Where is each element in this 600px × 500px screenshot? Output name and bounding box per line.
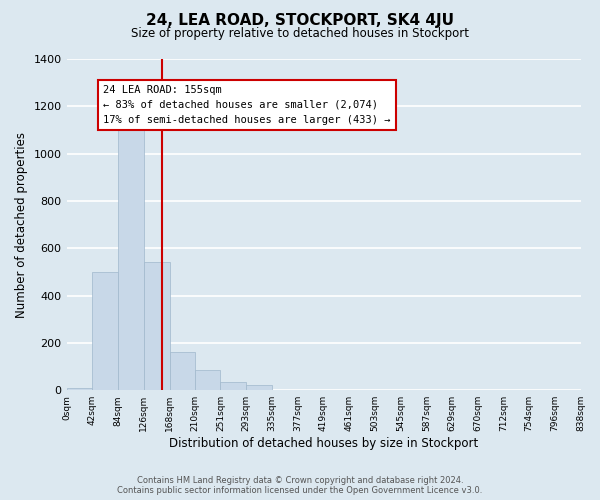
Bar [220, 382, 246, 390]
X-axis label: Distribution of detached houses by size in Stockport: Distribution of detached houses by size … [169, 437, 478, 450]
Text: Size of property relative to detached houses in Stockport: Size of property relative to detached ho… [131, 28, 469, 40]
Text: 24 LEA ROAD: 155sqm
← 83% of detached houses are smaller (2,074)
17% of semi-det: 24 LEA ROAD: 155sqm ← 83% of detached ho… [103, 85, 391, 124]
Bar [118, 117, 144, 390]
Bar [170, 352, 196, 390]
Text: 24, LEA ROAD, STOCKPORT, SK4 4JU: 24, LEA ROAD, STOCKPORT, SK4 4JU [146, 12, 454, 28]
Bar [196, 370, 220, 390]
Bar [92, 272, 118, 390]
Bar [67, 388, 92, 390]
Bar [246, 386, 272, 390]
Bar [144, 262, 170, 390]
Y-axis label: Number of detached properties: Number of detached properties [15, 132, 28, 318]
Text: Contains HM Land Registry data © Crown copyright and database right 2024.
Contai: Contains HM Land Registry data © Crown c… [118, 476, 482, 495]
